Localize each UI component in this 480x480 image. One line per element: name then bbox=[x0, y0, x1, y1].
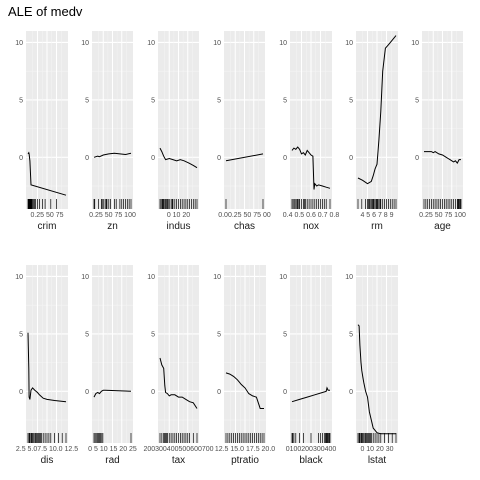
panel-age: 0.25 50 75 100 age 0 5 10 bbox=[411, 31, 466, 232]
x-tick-labels-crim: 0.25 50 75 bbox=[30, 212, 63, 219]
x-tick-labels-age: 0.25 50 75 100 bbox=[419, 212, 466, 219]
x-tick-labels-tax: 200300400500600700 bbox=[143, 446, 213, 453]
feature-label-nox: nox bbox=[303, 221, 319, 232]
y-tick-label: 5 bbox=[151, 331, 155, 338]
x-tick-labels-lstat: 0 10 20 30 bbox=[360, 446, 393, 453]
y-tick-label: 0 bbox=[85, 389, 89, 396]
y-tick-label: 0 bbox=[85, 155, 89, 162]
y-tick-label: 0 bbox=[19, 155, 23, 162]
panel-lstat: 0 10 20 30 lstat 0 5 10 bbox=[345, 265, 398, 466]
panel-crim: 0.25 50 75 crim 0 5 10 bbox=[15, 31, 68, 232]
y-tick-label: 0 bbox=[349, 155, 353, 162]
y-tick-label: 10 bbox=[81, 274, 89, 281]
y-tick-label: 0 bbox=[283, 389, 287, 396]
feature-label-rad: rad bbox=[105, 455, 119, 466]
y-tick-label: 10 bbox=[15, 40, 23, 47]
ale-line-rad bbox=[93, 389, 132, 398]
y-tick-label: 5 bbox=[217, 97, 221, 104]
y-tick-label: 5 bbox=[85, 97, 89, 104]
panel-black: 0100200300400 black 0 5 10 bbox=[279, 265, 336, 466]
ale-line-black bbox=[291, 386, 330, 403]
y-tick-label: 10 bbox=[279, 274, 287, 281]
y-tick-label: 5 bbox=[151, 97, 155, 104]
y-tick-label: 10 bbox=[345, 274, 353, 281]
y-tick-label: 10 bbox=[213, 40, 221, 47]
panel-tax: 200300400500600700 tax 0 5 10 bbox=[143, 265, 214, 466]
y-tick-label: 10 bbox=[345, 40, 353, 47]
y-tick-label: 10 bbox=[147, 274, 155, 281]
ale-line-zn bbox=[93, 152, 132, 158]
y-tick-label: 10 bbox=[15, 274, 23, 281]
y-tick-label: 10 bbox=[411, 40, 419, 47]
y-tick-label: 5 bbox=[85, 331, 89, 338]
feature-label-ptratio: ptratio bbox=[231, 455, 259, 466]
feature-label-black: black bbox=[299, 455, 323, 466]
y-tick-label: 0 bbox=[217, 155, 221, 162]
y-tick-label: 0 bbox=[349, 389, 353, 396]
panel-rm: 4 5 6 7 8 9 rm 0 5 10 bbox=[345, 31, 398, 232]
y-tick-label: 0 bbox=[151, 389, 155, 396]
x-tick-labels-indus: 0 10 20 bbox=[167, 212, 190, 219]
page-title: ALE of medv bbox=[8, 4, 83, 19]
ale-line-indus bbox=[159, 147, 198, 169]
y-tick-label: 5 bbox=[19, 97, 23, 104]
x-tick-labels-nox: 0.4 0.5 0.6 0.7 0.8 bbox=[283, 212, 340, 219]
ale-line-dis bbox=[27, 332, 67, 403]
x-tick-labels-chas: 0.00.25 50 75 00 bbox=[218, 212, 271, 219]
y-tick-label: 5 bbox=[349, 331, 353, 338]
panel-ptratio: 12.5 15.0 17.5 20.0 ptratio 0 5 10 bbox=[213, 265, 275, 466]
feature-label-dis: dis bbox=[41, 455, 54, 466]
ale-line-lstat bbox=[357, 324, 396, 435]
ale-line-crim bbox=[27, 151, 67, 196]
x-tick-labels-rm: 4 5 6 7 8 9 bbox=[360, 212, 393, 219]
panel-rad: 0 5 10 15 20 25 rad 0 5 10 bbox=[81, 265, 137, 466]
feature-label-indus: indus bbox=[167, 221, 191, 232]
y-tick-label: 0 bbox=[151, 155, 155, 162]
panel-dis: 2.5 5.07.5 10.0 12.5 dis 0 5 10 bbox=[15, 265, 78, 466]
feature-label-age: age bbox=[434, 221, 451, 232]
y-tick-label: 5 bbox=[283, 331, 287, 338]
feature-label-chas: chas bbox=[234, 221, 255, 232]
x-tick-labels-zn: 0.25 50 75 100 bbox=[89, 212, 136, 219]
x-tick-labels-dis: 2.5 5.07.5 10.0 12.5 bbox=[16, 446, 78, 453]
feature-label-tax: tax bbox=[172, 455, 185, 466]
y-tick-label: 10 bbox=[147, 40, 155, 47]
feature-label-crim: crim bbox=[38, 221, 57, 232]
y-tick-label: 5 bbox=[349, 97, 353, 104]
ale-line-ptratio bbox=[225, 372, 264, 409]
feature-label-lstat: lstat bbox=[368, 455, 387, 466]
feature-label-zn: zn bbox=[107, 221, 118, 232]
y-tick-label: 5 bbox=[217, 331, 221, 338]
panel-indus: 0 10 20 indus 0 5 10 bbox=[147, 31, 199, 232]
y-tick-label: 5 bbox=[415, 97, 419, 104]
panel-nox: 0.4 0.5 0.6 0.7 0.8 nox 0 5 10 bbox=[279, 31, 339, 232]
ale-line-chas bbox=[225, 153, 264, 162]
ale-line-age bbox=[424, 151, 461, 165]
y-tick-label: 5 bbox=[19, 331, 23, 338]
y-tick-label: 10 bbox=[81, 40, 89, 47]
ale-line-tax bbox=[159, 357, 198, 409]
y-tick-label: 10 bbox=[213, 274, 221, 281]
x-tick-labels-rad: 0 5 10 15 20 25 bbox=[88, 446, 137, 453]
y-tick-label: 0 bbox=[217, 389, 221, 396]
feature-label-rm: rm bbox=[371, 221, 383, 232]
y-tick-label: 0 bbox=[19, 389, 23, 396]
panel-zn: 0.25 50 75 100 zn 0 5 10 bbox=[81, 31, 136, 232]
y-tick-label: 0 bbox=[283, 155, 287, 162]
x-tick-labels-black: 0100200300400 bbox=[286, 446, 337, 453]
panel-chas: 0.00.25 50 75 00 chas 0 5 10 bbox=[213, 31, 271, 232]
y-tick-label: 0 bbox=[415, 155, 419, 162]
ale-line-nox bbox=[291, 146, 331, 190]
y-tick-label: 10 bbox=[279, 40, 287, 47]
x-tick-labels-ptratio: 12.5 15.0 17.5 20.0 bbox=[215, 446, 275, 453]
y-tick-label: 5 bbox=[283, 97, 287, 104]
ale-line-rm bbox=[357, 35, 397, 185]
